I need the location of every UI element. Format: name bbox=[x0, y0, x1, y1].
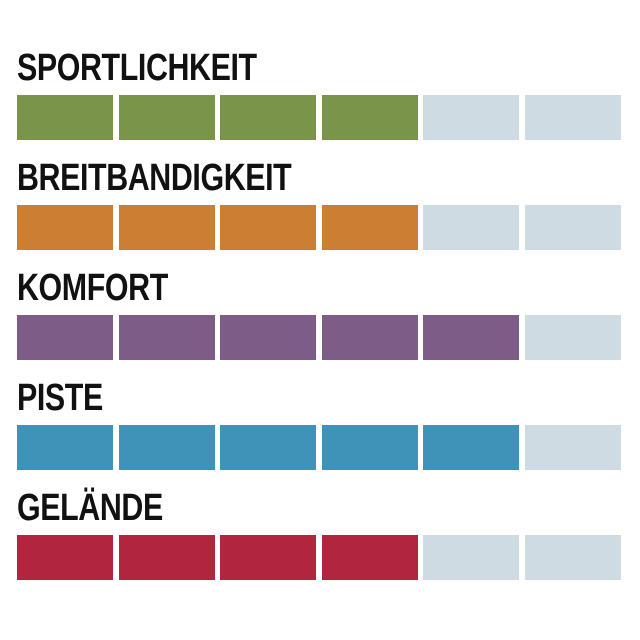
rating-row: SPORTLICHKEIT bbox=[17, 47, 623, 160]
rating-segment-filled bbox=[118, 95, 215, 140]
rating-bar bbox=[17, 535, 623, 580]
rating-segment-filled bbox=[17, 95, 113, 140]
rating-segment-filled bbox=[321, 205, 418, 250]
rating-row: PISTE bbox=[17, 377, 623, 490]
rating-bar bbox=[17, 95, 623, 140]
rating-segment-filled bbox=[17, 535, 113, 580]
rating-segment-empty bbox=[423, 535, 520, 580]
rating-segment-filled bbox=[220, 535, 317, 580]
category-label: SPORTLICHKEIT bbox=[17, 47, 257, 89]
rating-segment-empty bbox=[423, 95, 520, 140]
rating-segment-filled bbox=[118, 535, 215, 580]
rating-segment-empty bbox=[525, 205, 621, 250]
rating-segment-filled bbox=[118, 205, 215, 250]
rating-segment-filled bbox=[321, 315, 418, 360]
rating-segment-filled bbox=[118, 315, 215, 360]
rating-bar bbox=[17, 315, 623, 360]
rating-segment-filled bbox=[423, 315, 520, 360]
rating-segment-filled bbox=[220, 425, 317, 470]
rating-segment-filled bbox=[17, 315, 113, 360]
rating-row: GELÄNDE bbox=[17, 487, 623, 600]
category-label: PISTE bbox=[17, 377, 103, 419]
rating-segment-filled bbox=[220, 95, 317, 140]
category-label: BREITBANDIGKEIT bbox=[17, 157, 292, 199]
category-label: GELÄNDE bbox=[17, 487, 163, 529]
rating-segment-filled bbox=[17, 425, 113, 470]
rating-segment-empty bbox=[525, 95, 621, 140]
rating-segment-filled bbox=[220, 315, 317, 360]
rating-bar bbox=[17, 205, 623, 250]
rating-segment-filled bbox=[321, 95, 418, 140]
rating-segment-filled bbox=[17, 205, 113, 250]
rating-row: BREITBANDIGKEIT bbox=[17, 157, 623, 270]
rating-segment-empty bbox=[423, 205, 520, 250]
rating-segment-empty bbox=[525, 535, 621, 580]
rating-segment-filled bbox=[321, 425, 418, 470]
category-label: KOMFORT bbox=[17, 267, 168, 309]
rating-segment-filled bbox=[423, 425, 520, 470]
rating-segment-filled bbox=[220, 205, 317, 250]
rating-segment-filled bbox=[321, 535, 418, 580]
rating-row: KOMFORT bbox=[17, 267, 623, 380]
rating-segment-filled bbox=[118, 425, 215, 470]
rating-segment-empty bbox=[525, 315, 621, 360]
rating-bar bbox=[17, 425, 623, 470]
rating-segment-empty bbox=[525, 425, 621, 470]
